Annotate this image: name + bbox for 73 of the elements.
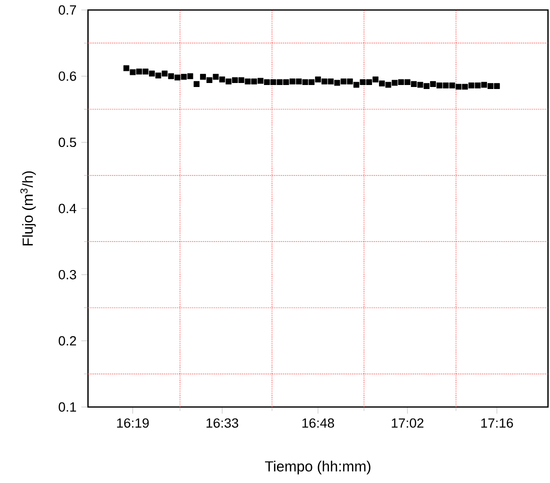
point [148, 70, 155, 76]
point [385, 82, 392, 88]
point [296, 78, 302, 84]
y-tick-label: 0.5 [58, 138, 76, 148]
point [340, 78, 346, 84]
point [283, 79, 289, 86]
point [334, 80, 340, 86]
point [474, 82, 481, 88]
point [456, 84, 462, 90]
point [430, 81, 436, 88]
point [258, 78, 264, 84]
point [366, 79, 372, 86]
point [142, 68, 148, 74]
point [276, 79, 283, 86]
x-tick-label: 17:16 [481, 418, 513, 428]
point [206, 77, 212, 84]
point [372, 76, 378, 82]
y-tick-label: 0.3 [58, 270, 76, 280]
y-axis-title: Flujo (m$^{3}$/h) [20, 171, 36, 246]
point [410, 81, 417, 88]
point [187, 73, 194, 80]
point [200, 74, 206, 80]
point [424, 83, 430, 90]
x-tick-label: 16:33 [206, 418, 238, 428]
point [155, 72, 162, 78]
point [404, 79, 410, 86]
point [232, 77, 238, 84]
point [449, 82, 456, 88]
point [481, 82, 488, 88]
point [360, 79, 366, 86]
point [417, 82, 424, 88]
point [212, 74, 219, 80]
point [462, 84, 468, 90]
point [328, 78, 334, 84]
point [488, 83, 494, 90]
point [442, 82, 449, 88]
point [244, 78, 251, 84]
point [180, 74, 187, 80]
point [226, 78, 232, 84]
point [123, 65, 130, 72]
point [290, 78, 296, 84]
point [353, 82, 360, 88]
y-tick-label: 0.6 [58, 71, 76, 81]
point [238, 77, 244, 84]
point [136, 68, 142, 74]
point [219, 76, 226, 82]
point [270, 79, 276, 86]
point [468, 82, 474, 88]
y-tick-label: 0.4 [58, 204, 76, 214]
x-tick-label: 16:48 [302, 418, 334, 428]
point [162, 70, 168, 76]
point [168, 73, 174, 80]
y-tick-label: 0.2 [58, 336, 76, 346]
y-tick-label: 0.1 [58, 402, 76, 412]
point [264, 79, 270, 86]
point [302, 79, 308, 86]
point [251, 78, 258, 84]
point [321, 78, 328, 84]
point [308, 79, 315, 86]
point [194, 81, 200, 88]
point [494, 83, 500, 90]
point [347, 78, 353, 84]
x-axis-title: Tiempo (hh:mm) [265, 460, 370, 474]
x-tick-label: 16:19 [117, 418, 149, 428]
y-tick-label: 0.7 [58, 5, 76, 15]
x-tick-label: 17:02 [392, 418, 424, 428]
point [315, 76, 321, 82]
point [174, 74, 180, 80]
point [398, 79, 404, 86]
point [130, 69, 136, 76]
point [378, 80, 385, 86]
point [436, 82, 442, 88]
point [392, 80, 398, 86]
